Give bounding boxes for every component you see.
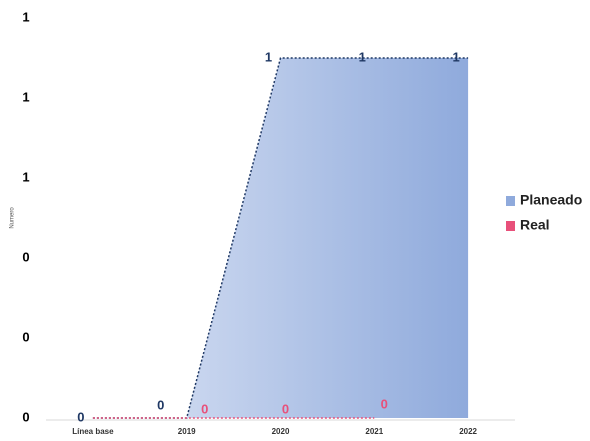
- x-tick-label: Línea base: [72, 427, 114, 436]
- y-tick-label: 1: [22, 9, 29, 24]
- data-label: 0: [381, 396, 388, 411]
- y-axis-label: Numero: [10, 207, 16, 229]
- data-label: 1: [359, 49, 366, 64]
- data-label: 0: [282, 401, 289, 416]
- data-label: 1: [452, 49, 459, 64]
- legend-swatch: [506, 196, 515, 206]
- data-label: 0: [77, 409, 84, 424]
- x-tick-label: 2022: [459, 427, 477, 436]
- y-tick-label: 0: [22, 249, 29, 264]
- y-tick-label: 0: [22, 409, 29, 424]
- legend-swatch: [506, 221, 515, 231]
- x-tick-label: 2020: [272, 427, 290, 436]
- data-label: 0: [201, 401, 208, 416]
- x-tick-label: 2021: [365, 427, 383, 436]
- area: [92, 58, 469, 418]
- legend-label: Planeado: [520, 192, 582, 208]
- y-tick-label: 0: [22, 329, 29, 344]
- data-label: 1: [265, 49, 272, 64]
- data-label: 0: [157, 397, 164, 412]
- area-line: [92, 57, 469, 419]
- y-tick-label: 1: [22, 169, 29, 184]
- legend-label: Real: [520, 217, 550, 233]
- x-tick-label: 2019: [178, 427, 196, 436]
- y-tick-label: 1: [22, 89, 29, 104]
